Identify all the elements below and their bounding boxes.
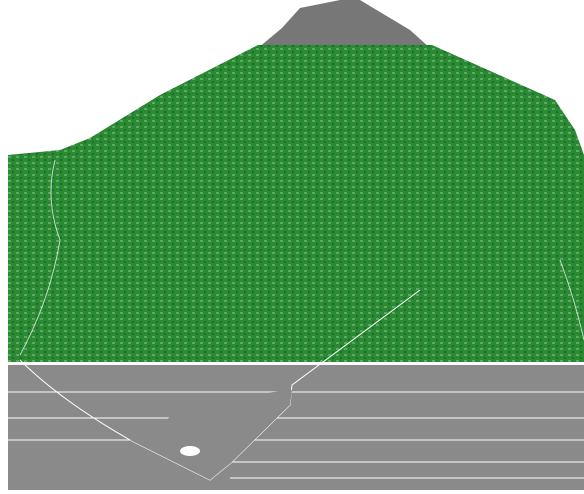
handle [258, 0, 430, 48]
bottom-band [8, 365, 584, 490]
seam [559, 259, 584, 341]
glitch-noise [8, 45, 584, 362]
scan-lines [8, 391, 584, 479]
hole [180, 446, 200, 456]
flap [130, 390, 292, 480]
seam [19, 159, 61, 356]
